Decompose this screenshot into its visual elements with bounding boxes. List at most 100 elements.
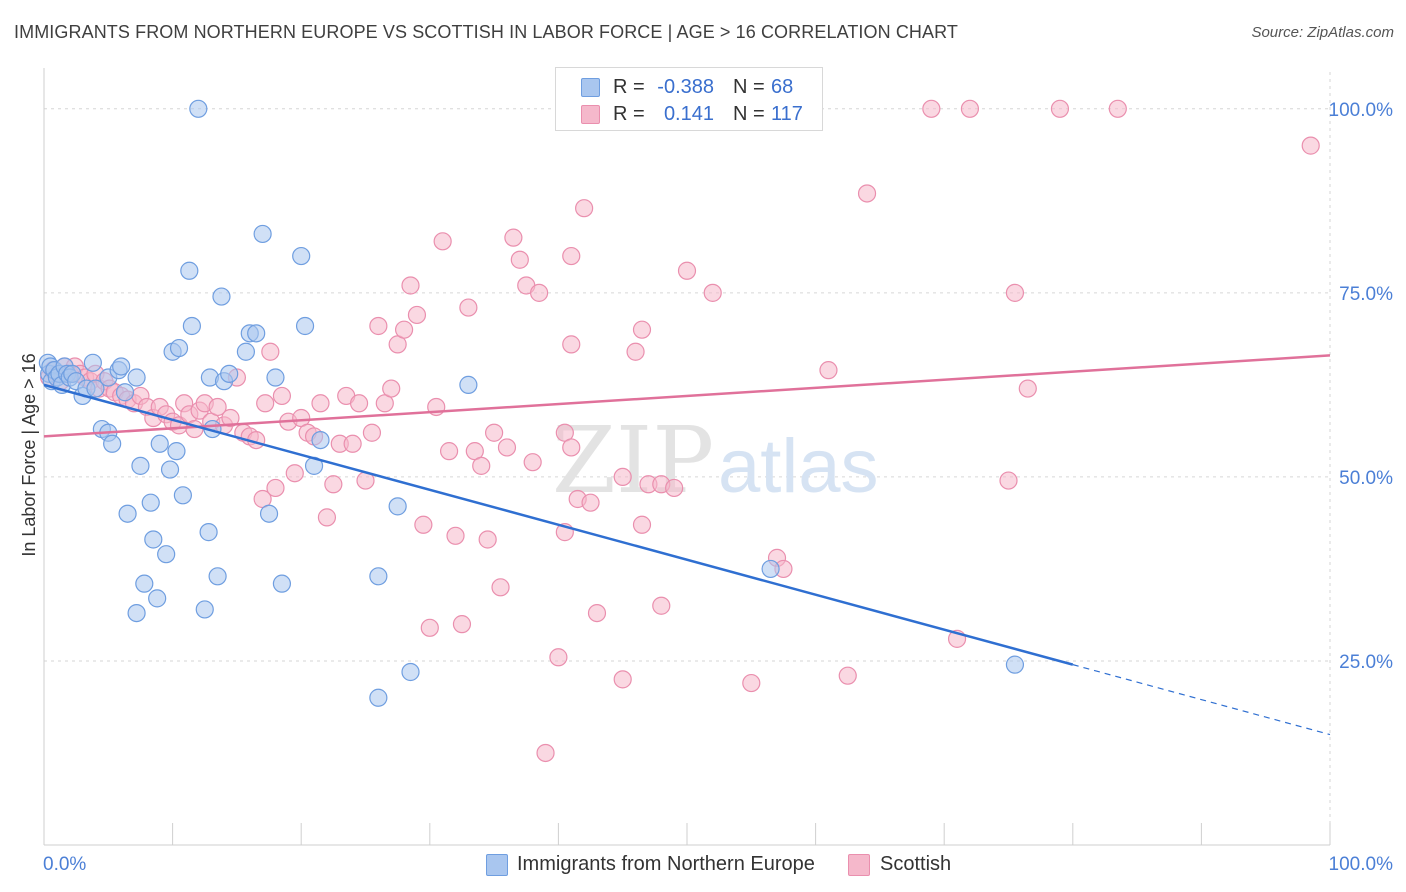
x-tick-label: 0.0% — [43, 854, 86, 875]
northern-europe-point — [83, 353, 102, 372]
northern-europe-point — [167, 442, 186, 461]
scottish-point — [652, 596, 671, 615]
northern-europe-point — [180, 261, 199, 280]
northern-europe-point — [401, 662, 420, 682]
r-value: 0.141 — [663, 103, 714, 125]
northern-europe-point — [272, 574, 292, 593]
scottish-point — [742, 673, 761, 693]
watermark-atlas: atlas — [718, 424, 879, 509]
scottish-point — [394, 320, 414, 339]
n-label: N = — [733, 103, 765, 125]
northern-europe-point — [103, 434, 122, 453]
y-tick-label: 50.0% — [1339, 468, 1393, 489]
y-tick-label: 100.0% — [1329, 100, 1394, 121]
scottish-point — [999, 471, 1018, 490]
y-tick-label: 25.0% — [1339, 652, 1393, 673]
northern-europe-point — [141, 493, 160, 512]
scottish-trend-line — [43, 354, 1331, 438]
scottish-point — [369, 316, 388, 336]
scottish-point — [613, 670, 632, 689]
scottish-point — [562, 246, 581, 266]
scottish-point — [504, 228, 523, 247]
chart-title: IMMIGRANTS FROM NORTHERN EUROPE VS SCOTT… — [14, 22, 959, 42]
northern-europe-point — [369, 688, 388, 707]
northern-europe-point — [189, 99, 208, 118]
scottish-point — [349, 394, 369, 413]
scottish-point — [677, 261, 697, 280]
northern-europe-point — [253, 224, 272, 244]
northern-europe-point — [247, 324, 266, 343]
northern-europe-point — [259, 504, 279, 523]
northern-europe-trend-line — [43, 383, 1074, 666]
northern-europe-point — [369, 567, 388, 586]
scottish-point — [221, 408, 240, 428]
scottish-point — [324, 475, 343, 494]
northern-europe-point — [169, 338, 189, 358]
northern-europe-point — [86, 379, 105, 398]
n-label: N = — [733, 76, 765, 98]
northern-europe-point — [388, 497, 407, 516]
scottish-point — [838, 666, 857, 685]
scottish-point — [439, 442, 459, 461]
northern-europe-point — [118, 504, 137, 523]
legend-label: Immigrants from Northern Europe — [517, 853, 815, 875]
northern-europe-point — [311, 430, 330, 450]
scottish-point — [562, 335, 581, 354]
axes — [43, 68, 1331, 846]
scottish-point — [575, 199, 594, 218]
scottish-point — [626, 342, 645, 361]
northern-europe-point — [173, 486, 192, 505]
scottish-point — [613, 467, 632, 487]
scottish-point — [1050, 99, 1070, 118]
northern-europe-point — [212, 287, 231, 306]
y-axis-label: In Labor Force | Age > 16 — [19, 353, 39, 556]
northern-europe-point — [127, 368, 146, 387]
scottish-point — [317, 508, 337, 527]
scottish-point — [1018, 379, 1037, 398]
scottish-point — [382, 379, 401, 398]
northern-europe-point — [148, 589, 167, 608]
northern-europe-point — [761, 559, 780, 579]
northern-europe-point — [157, 545, 176, 564]
scottish-point — [414, 515, 433, 534]
scottish-point — [343, 434, 362, 453]
scottish-point — [549, 648, 568, 667]
scottish-point — [497, 438, 517, 457]
scottish-point — [960, 99, 980, 118]
scottish-point — [208, 397, 227, 417]
scottish-point — [285, 464, 304, 483]
northern-europe-point — [131, 456, 150, 475]
watermark: ZIP atlas — [552, 407, 879, 514]
scottish-point — [922, 99, 941, 118]
scottish-point — [478, 530, 497, 549]
northern-europe-point — [115, 383, 135, 402]
n-value: 117 — [771, 103, 803, 125]
northern-europe-point — [160, 460, 180, 479]
northern-europe-point — [208, 567, 227, 586]
r-value: -0.388 — [657, 76, 714, 98]
scottish-point — [857, 184, 877, 203]
x-tick-label: 100.0% — [1329, 854, 1394, 875]
scottish-point — [665, 478, 684, 498]
northern-europe-point — [135, 574, 154, 593]
blue-swatch — [486, 854, 508, 876]
northern-europe-point — [199, 523, 218, 542]
scottish-point — [459, 298, 478, 317]
legend-row-northern-europe: R = -0.388 N = 68 — [556, 72, 822, 102]
scottish-point — [536, 743, 555, 763]
scottish-point — [420, 618, 439, 637]
scottish-point — [587, 603, 607, 623]
scottish-point — [581, 493, 600, 512]
northern-europe-point — [295, 316, 315, 336]
scottish-point — [530, 283, 549, 302]
scottish-point — [362, 423, 382, 442]
northern-europe-point — [144, 530, 163, 549]
x-tick-labels: 0.0% 100.0% — [43, 854, 1393, 875]
scottish-point — [401, 276, 420, 295]
scottish-point — [272, 386, 292, 406]
scottish-point — [1301, 136, 1320, 155]
source-label: Source: ZipAtlas.com — [1251, 24, 1394, 41]
scottish-point — [632, 515, 652, 534]
stats-legend: R = -0.388 N = 68 R = 0.141 N = 117 — [555, 67, 823, 131]
